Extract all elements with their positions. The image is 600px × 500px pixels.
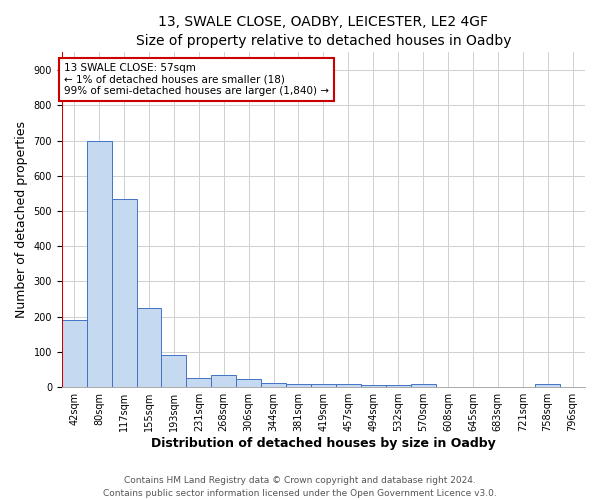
Bar	[311, 384, 336, 387]
Text: 13 SWALE CLOSE: 57sqm
← 1% of detached houses are smaller (18)
99% of semi-detac: 13 SWALE CLOSE: 57sqm ← 1% of detached h…	[64, 63, 329, 96]
Bar	[211, 374, 236, 387]
Bar	[161, 356, 187, 387]
Bar	[112, 198, 137, 387]
Bar	[361, 384, 386, 387]
Bar	[261, 383, 286, 387]
Bar	[86, 140, 112, 387]
Bar	[336, 384, 361, 387]
Bar	[137, 308, 161, 387]
X-axis label: Distribution of detached houses by size in Oadby: Distribution of detached houses by size …	[151, 437, 496, 450]
Bar	[62, 320, 86, 387]
Bar	[410, 384, 436, 387]
Bar	[386, 386, 410, 387]
Bar	[286, 384, 311, 387]
Bar	[236, 380, 261, 387]
Y-axis label: Number of detached properties: Number of detached properties	[15, 122, 28, 318]
Bar	[187, 378, 211, 387]
Bar	[535, 384, 560, 387]
Text: Contains HM Land Registry data © Crown copyright and database right 2024.
Contai: Contains HM Land Registry data © Crown c…	[103, 476, 497, 498]
Title: 13, SWALE CLOSE, OADBY, LEICESTER, LE2 4GF
Size of property relative to detached: 13, SWALE CLOSE, OADBY, LEICESTER, LE2 4…	[136, 15, 511, 48]
